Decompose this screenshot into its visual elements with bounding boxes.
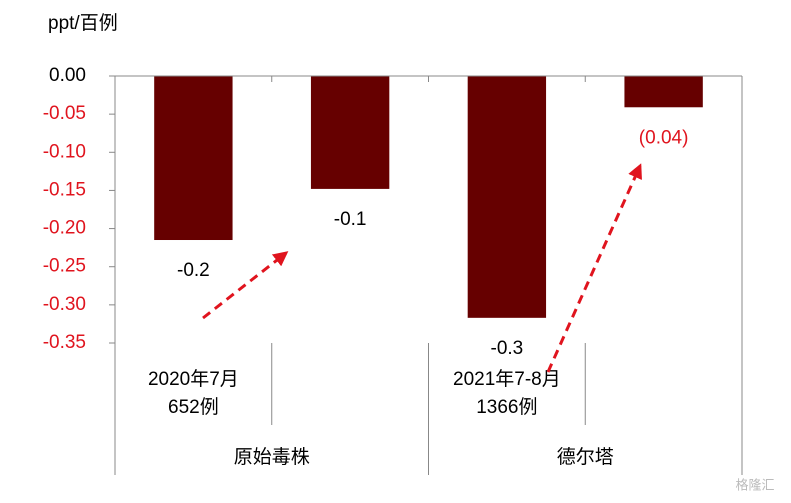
y-tick-label: -0.20 [43, 218, 86, 239]
x-tick-label: 2021年7-8月 [453, 368, 561, 390]
watermark: 格隆汇 [735, 477, 774, 492]
x-tick-label: 652例 [168, 396, 219, 418]
value-label: -0.3 [491, 338, 524, 359]
value-label: -0.2 [177, 260, 210, 281]
bar [624, 76, 703, 108]
y-tick-label: 0.00 [49, 65, 86, 86]
value-label: -0.1 [334, 209, 367, 230]
arrow [202, 251, 289, 320]
bar [154, 76, 233, 241]
group-label: 原始毒株 [234, 446, 310, 468]
x-tick-label: 1366例 [476, 396, 537, 418]
group-label: 德尔塔 [557, 446, 614, 468]
y-tick-label: -0.10 [43, 141, 86, 162]
y-tick-label: -0.25 [43, 256, 86, 277]
x-tick-label: 2020年7月 [148, 368, 239, 390]
y-tick-label: -0.35 [43, 332, 86, 353]
y-axis-label: ppt/百例 [48, 12, 118, 34]
value-label: (0.04) [639, 127, 689, 148]
bar [310, 76, 390, 189]
y-tick-label: -0.15 [43, 179, 86, 200]
y-tick-label: -0.30 [43, 294, 86, 315]
arrow [546, 163, 642, 373]
y-tick-label: -0.05 [43, 103, 86, 124]
bar [467, 76, 547, 318]
